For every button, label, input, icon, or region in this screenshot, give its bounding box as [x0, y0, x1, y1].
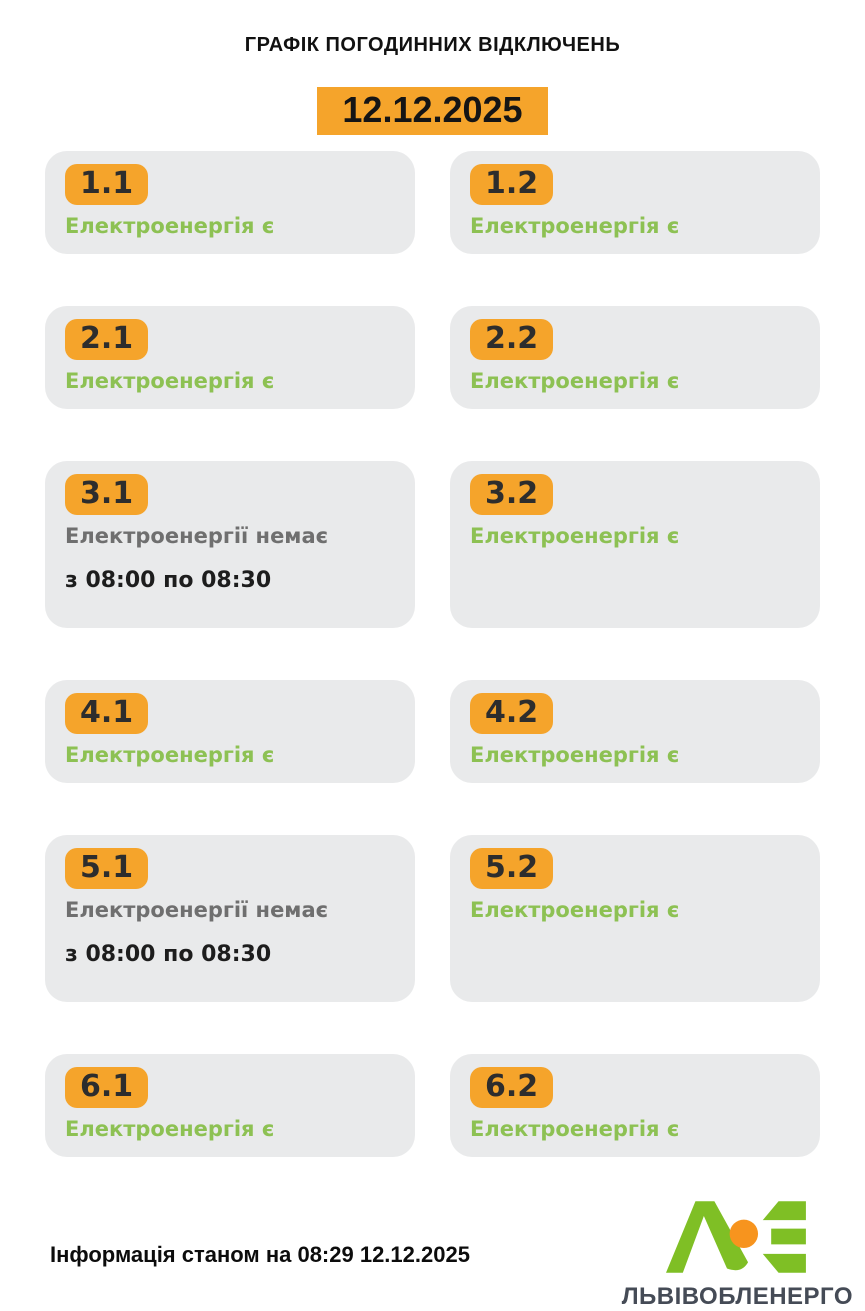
group-status-text: Електроенергія є [470, 898, 680, 922]
group-outage-time: з 08:00 по 08:30 [65, 568, 272, 593]
group-id-badge: 5.2 [470, 848, 554, 889]
group-card: 3.2 Електроенергія є [450, 461, 820, 628]
group-id-badge: 4.2 [470, 693, 554, 734]
group-card: 2.2 Електроенергія є [450, 306, 820, 409]
group-status-text: Електроенергія є [470, 524, 680, 548]
group-id-badge: 2.2 [470, 319, 554, 360]
group-status-text: Електроенергія є [470, 1117, 680, 1141]
group-id-badge: 3.1 [65, 474, 149, 515]
group-id-badge: 5.1 [65, 848, 149, 889]
group-status-text: Електроенергія є [65, 1117, 275, 1141]
groups-grid: 1.1 Електроенергія є 1.2 Електроенергія … [45, 151, 820, 1157]
group-card: 1.1 Електроенергія є [45, 151, 415, 254]
group-card: 3.1 Електроенергії немає з 08:00 по 08:3… [45, 461, 415, 628]
group-outage-time: з 08:00 по 08:30 [65, 942, 272, 967]
company-logo: ЛЬВІВОБЛЕНЕРГО [622, 1199, 853, 1311]
outage-schedule-page: ГРАФІК ПОГОДИННИХ ВІДКЛЮЧЕНЬ 12.12.2025 … [45, 34, 852, 1310]
group-id-badge: 1.1 [65, 164, 149, 205]
group-card: 4.2 Електроенергія є [450, 680, 820, 783]
group-status-text: Електроенергія є [470, 369, 680, 393]
group-status-text: Електроенергія є [470, 214, 680, 238]
group-card: 5.1 Електроенергії немає з 08:00 по 08:3… [45, 835, 415, 1002]
group-status-text: Електроенергії немає [65, 524, 329, 548]
group-card: 2.1 Електроенергія є [45, 306, 415, 409]
group-card: 6.2 Електроенергія є [450, 1054, 820, 1157]
group-id-badge: 6.2 [470, 1067, 554, 1108]
group-card: 6.1 Електроенергія є [45, 1054, 415, 1157]
group-card: 4.1 Електроенергія є [45, 680, 415, 783]
info-timestamp: Інформація станом на 08:29 12.12.2025 [50, 1242, 470, 1267]
group-status-text: Електроенергія є [470, 743, 680, 767]
group-id-badge: 4.1 [65, 693, 149, 734]
footer: Інформація станом на 08:29 12.12.2025 ЛЬ… [50, 1199, 857, 1311]
group-card: 1.2 Електроенергія є [450, 151, 820, 254]
group-id-badge: 1.2 [470, 164, 554, 205]
group-status-text: Електроенергія є [65, 214, 275, 238]
brand-name: ЛЬВІВОБЛЕНЕРГО [621, 1283, 853, 1310]
date-badge: 12.12.2025 [317, 87, 548, 135]
group-status-text: Електроенергії немає [65, 898, 329, 922]
group-status-text: Електроенергія є [65, 369, 275, 393]
group-status-text: Електроенергія є [65, 743, 275, 767]
group-id-badge: 6.1 [65, 1067, 149, 1108]
group-id-badge: 3.2 [470, 474, 554, 515]
group-card: 5.2 Електроенергія є [450, 835, 820, 1002]
page-title: ГРАФІК ПОГОДИННИХ ВІДКЛЮЧЕНЬ [244, 34, 621, 56]
group-id-badge: 2.1 [65, 319, 149, 360]
lviv-oblenergo-logo-icon [666, 1201, 807, 1273]
